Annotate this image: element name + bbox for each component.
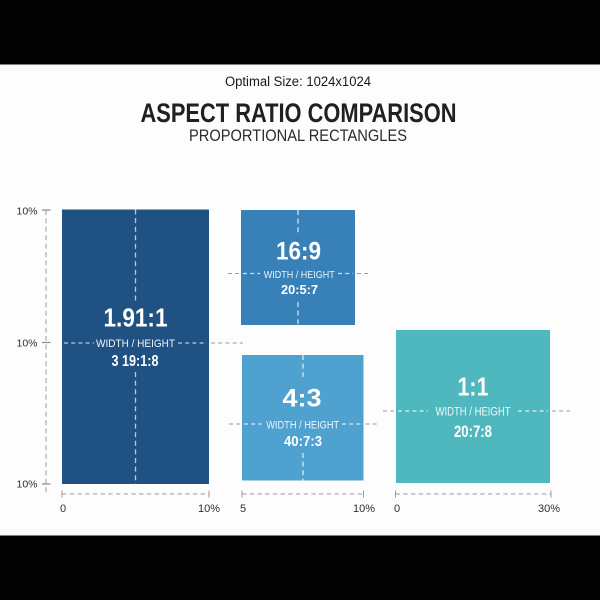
svg-text:10%: 10%: [198, 503, 220, 515]
svg-text:ASPECT RATIO COMPARISON: ASPECT RATIO COMPARISON: [141, 98, 457, 128]
svg-text:30%: 30%: [538, 503, 560, 515]
svg-text:WIDTH / HEIGHT: WIDTH / HEIGHT: [264, 269, 336, 281]
svg-text:WIDTH / HEIGHT: WIDTH / HEIGHT: [96, 338, 175, 350]
svg-text:1.91:1: 1.91:1: [104, 303, 168, 333]
svg-text:10%: 10%: [16, 338, 37, 350]
svg-text:0: 0: [60, 503, 66, 515]
svg-text:WIDTH / HEIGHT: WIDTH / HEIGHT: [436, 407, 511, 419]
svg-text:4:3: 4:3: [283, 385, 322, 413]
svg-text:3 19:1:8: 3 19:1:8: [112, 353, 159, 370]
svg-text:40:7:3: 40:7:3: [284, 433, 322, 450]
svg-text:1:1: 1:1: [458, 372, 489, 402]
svg-text:16:9: 16:9: [276, 238, 321, 266]
svg-text:10%: 10%: [353, 503, 375, 515]
svg-text:0: 0: [394, 503, 400, 515]
svg-text:PROPORTIONAL RECTANGLES: PROPORTIONAL RECTANGLES: [189, 126, 407, 145]
svg-text:5: 5: [240, 503, 246, 515]
svg-text:10%: 10%: [16, 206, 37, 218]
svg-text:Optimal Size: 1024x1024: Optimal Size: 1024x1024: [225, 74, 371, 89]
svg-text:20:5:7: 20:5:7: [281, 282, 318, 297]
svg-text:20:7:8: 20:7:8: [454, 423, 492, 441]
svg-text:WIDTH / HEIGHT: WIDTH / HEIGHT: [266, 420, 339, 432]
svg-text:10%: 10%: [16, 479, 37, 491]
